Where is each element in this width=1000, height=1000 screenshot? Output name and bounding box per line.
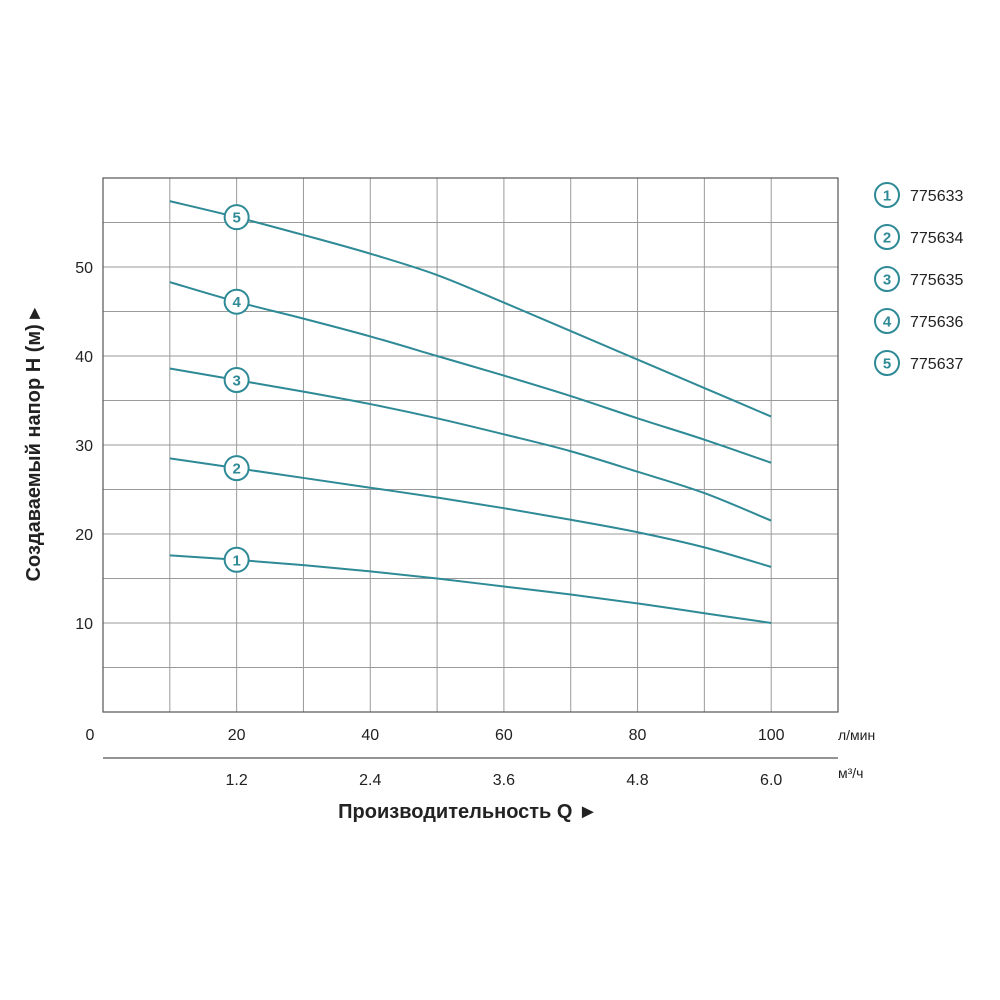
legend-marker-label: 4 <box>883 314 892 331</box>
y-axis-title: Создаваемый напор H (м) ▸ <box>23 308 45 582</box>
x-tick-label: 20 <box>228 727 246 744</box>
curve-marker-5 <box>223 204 250 231</box>
x-tick-label: 40 <box>361 727 379 744</box>
x-axis-title: Производительность Q ► <box>338 801 598 823</box>
legend-label: 775634 <box>910 230 963 247</box>
series-line-775635 <box>169 367 772 522</box>
curve-marker-2 <box>223 455 250 482</box>
legend-marker-label: 2 <box>883 230 891 247</box>
y-tick-label: 50 <box>75 260 93 277</box>
curve-marker-4 <box>223 288 250 315</box>
curve-marker-3 <box>223 367 250 394</box>
y-tick-label: 30 <box>75 438 93 455</box>
x-tick-label: 100 <box>758 727 785 744</box>
curve-marker-label: 4 <box>232 294 241 311</box>
x-unit-primary: л/мин <box>838 727 875 743</box>
series-line-775636 <box>169 281 772 464</box>
grid <box>103 178 838 712</box>
legend-marker-label: 3 <box>883 272 891 289</box>
y-tick-label: 10 <box>75 616 93 633</box>
legend: 1 775633 2 775634 3 775635 4 775636 5 775637 <box>874 182 963 376</box>
legend-label: 775635 <box>910 272 963 289</box>
x2-tick-label: 3.6 <box>493 772 515 789</box>
plot-frame <box>102 177 839 713</box>
axes: 10 20 30 40 50 0 20 40 60 80 100 1.2 2.4 3.6 4.8 6.0 <box>75 177 839 789</box>
curve-marker-label: 2 <box>232 461 240 478</box>
legend-marker-5 <box>874 350 900 376</box>
legend-marker-2 <box>874 224 900 250</box>
x-unit-secondary: м³/ч <box>838 765 863 781</box>
legend-label: 775636 <box>910 314 963 331</box>
legend-marker-3 <box>874 266 900 292</box>
curve-marker-1 <box>223 546 250 573</box>
x-tick-label: 60 <box>495 727 513 744</box>
series-line-775633 <box>169 554 772 624</box>
curve-marker-label: 5 <box>232 210 240 227</box>
legend-label: 775637 <box>910 356 963 373</box>
series-line-775634 <box>169 457 772 568</box>
legend-marker-4 <box>874 308 900 334</box>
legend-marker-label: 1 <box>883 188 891 205</box>
x-tick-label: 80 <box>629 727 647 744</box>
curve-marker-label: 1 <box>232 552 240 569</box>
legend-marker-1 <box>874 182 900 208</box>
series-markers: 1 2 3 4 5 <box>223 204 250 573</box>
series-lines <box>169 200 772 624</box>
legend-marker-label: 5 <box>883 356 891 373</box>
x-tick-label: 0 <box>86 727 95 744</box>
curve-marker-label: 3 <box>232 373 240 390</box>
y-tick-label: 40 <box>75 349 93 366</box>
x2-tick-label: 2.4 <box>359 772 381 789</box>
x2-tick-label: 6.0 <box>760 772 782 789</box>
series-line-775637 <box>169 200 772 418</box>
x2-tick-label: 4.8 <box>626 772 648 789</box>
legend-label: 775633 <box>910 188 963 205</box>
y-tick-label: 20 <box>75 527 93 544</box>
x2-tick-label: 1.2 <box>226 772 248 789</box>
